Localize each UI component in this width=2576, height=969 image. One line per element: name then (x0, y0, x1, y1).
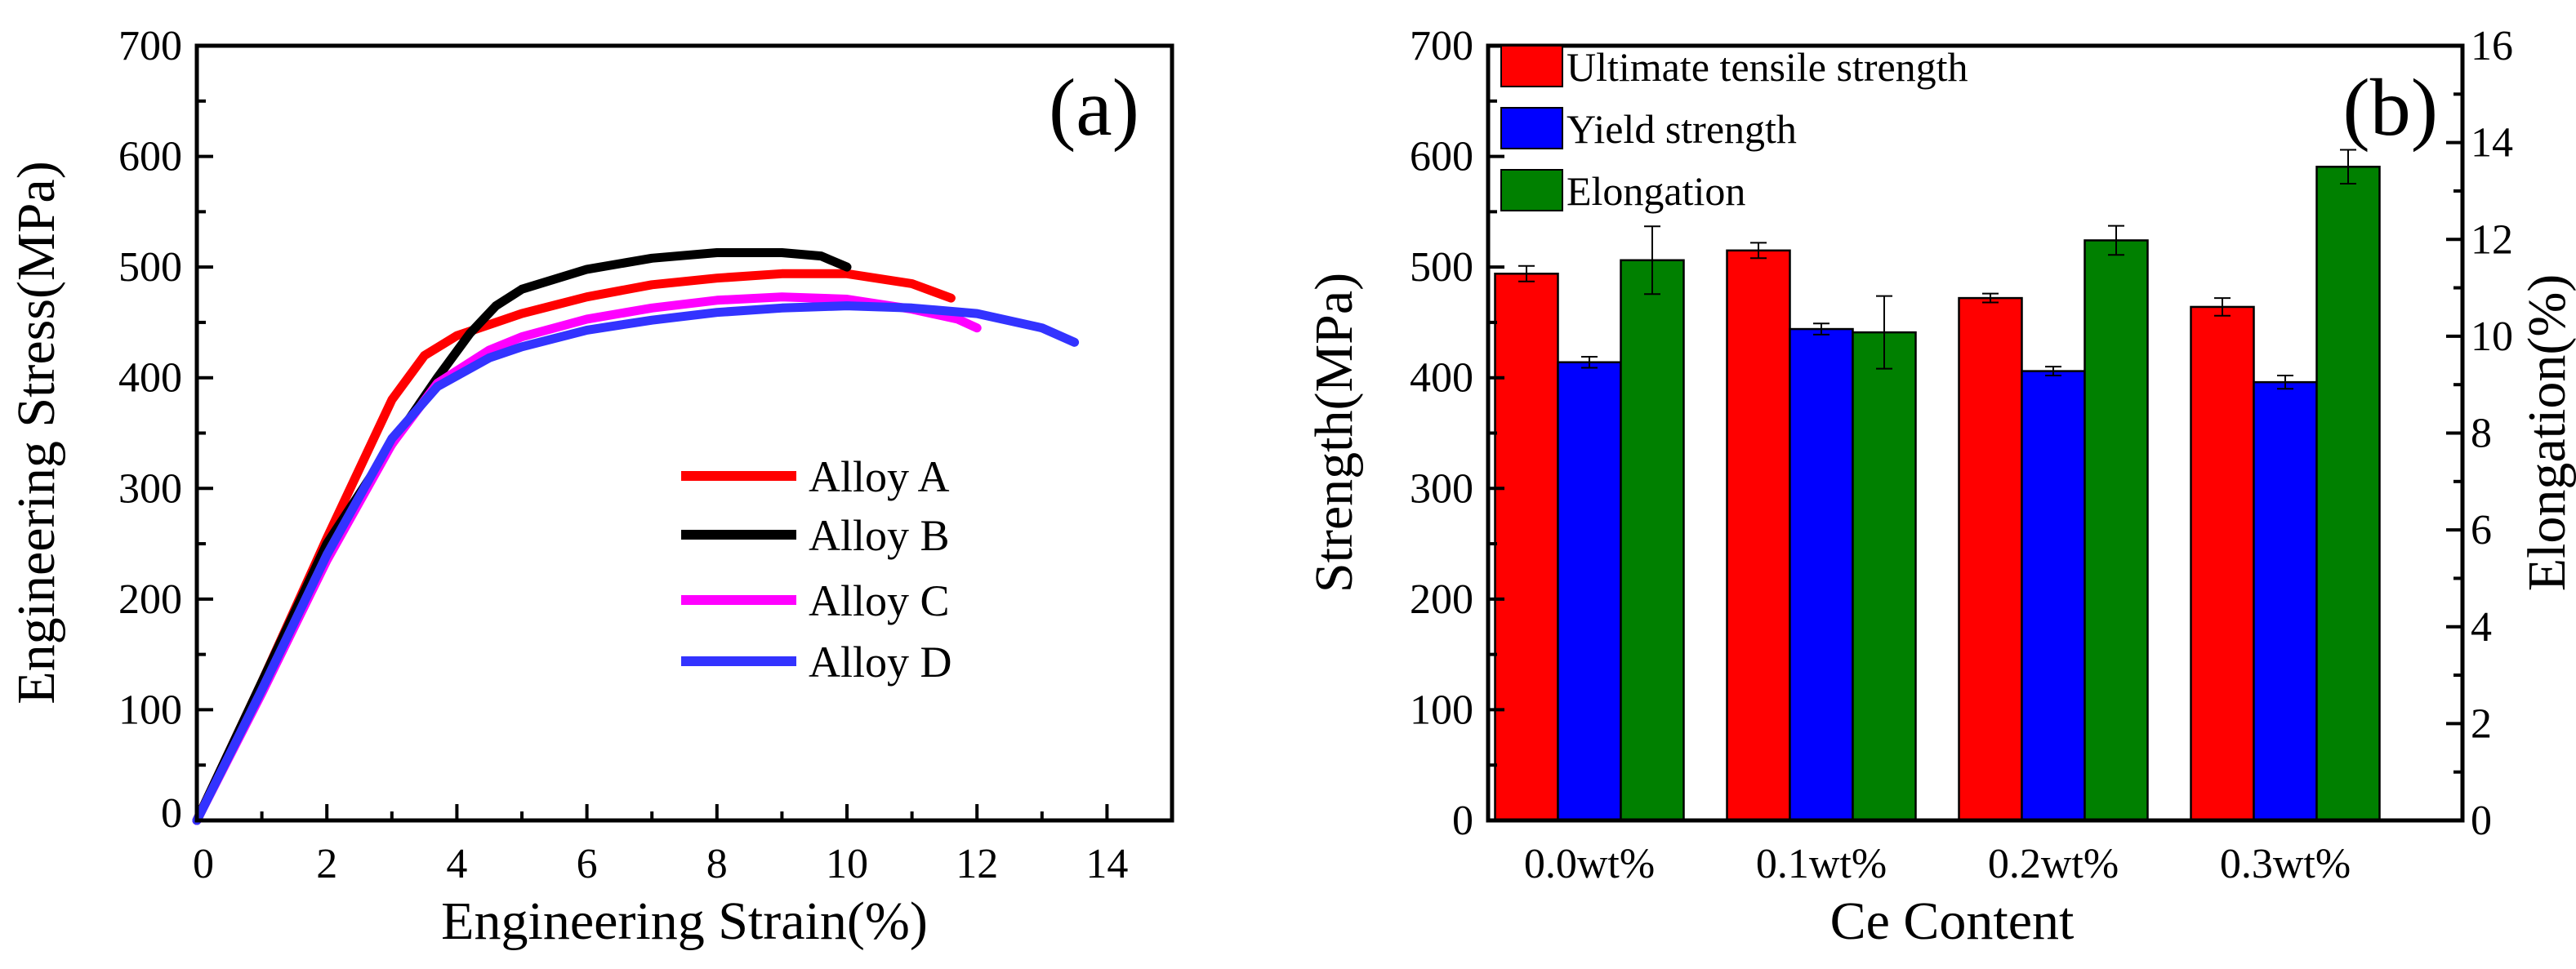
panel-a-stress-strain-chart: (a) Engineering Strain(%) Engineering St… (7, 23, 1174, 951)
x-tick-label: 4 (446, 841, 467, 887)
y2-tick-label: 4 (2471, 604, 2492, 651)
y-tick-label: 400 (118, 355, 182, 402)
panel-b-strength-bar-chart: (b) Ce Content Strength(MPa) Elongation(… (1304, 23, 2576, 951)
y-tick-label: 500 (118, 244, 182, 291)
legend-swatch (1500, 169, 1563, 211)
error-bar (1750, 242, 1767, 260)
bar-yield-strength (1789, 327, 1854, 822)
error-bar (1518, 264, 1535, 282)
error-bar (1644, 225, 1660, 296)
legend-label: Elongation (1567, 168, 1745, 214)
legend-label: Alloy C (809, 576, 950, 625)
panel-a-x-axis-label: Engineering Strain(%) (441, 891, 928, 951)
y2-tick-label: 14 (2471, 120, 2513, 167)
y2-tick-label: 0 (2471, 798, 2492, 844)
error-bar (2045, 366, 2061, 377)
x-tick-label: 8 (706, 841, 728, 887)
panel-b-y-axis-label: Strength(MPa) (1304, 273, 1364, 593)
series-line-alloy-d (192, 301, 1080, 825)
x-tick-label: 6 (577, 841, 598, 887)
y-tick-label: 600 (118, 134, 182, 180)
y-tick-label: 100 (1410, 687, 1473, 733)
legend-swatch (1500, 107, 1563, 149)
error-bar (1876, 295, 1892, 370)
legend-label: Alloy A (809, 452, 950, 501)
panel-b-y2-axis-label: Elongation(%) (2517, 274, 2576, 592)
legend-swatch (1500, 45, 1563, 87)
legend-label: Yield strength (1567, 106, 1797, 152)
x-tick-label: 10 (826, 841, 868, 887)
y-tick-label: 700 (118, 23, 182, 69)
y-tick-label: 0 (1452, 798, 1473, 844)
bar-ultimate-tensile-strength (1726, 249, 1791, 822)
legend-label: Ultimate tensile strength (1567, 44, 1968, 90)
x-tick-label: 14 (1085, 841, 1128, 887)
bar-yield-strength (2021, 370, 2086, 822)
legend-label: Alloy D (809, 638, 952, 687)
panel-b-x-axis-label: Ce Content (1830, 891, 2075, 951)
y2-tick-label: 16 (2471, 23, 2513, 69)
panel-b-label: (b) (2342, 62, 2438, 153)
x-tick-label: 12 (956, 841, 998, 887)
bar-yield-strength (1557, 361, 1622, 822)
error-bar (1581, 355, 1598, 369)
error-bar (2214, 297, 2231, 317)
y-tick-label: 400 (1410, 355, 1473, 402)
bar-elongation (1852, 331, 1917, 822)
bar-ultimate-tensile-strength (1958, 296, 2023, 822)
y-tick-label: 100 (118, 687, 182, 733)
plot-frame (194, 43, 1174, 823)
panel-a-y-axis-label: Engineering Stress(MPa) (7, 161, 66, 704)
y2-tick-label: 2 (2471, 700, 2492, 747)
bar-elongation (2315, 166, 2381, 822)
error-bar (1813, 322, 1829, 336)
y2-tick-label: 12 (2471, 216, 2513, 263)
error-bar (2277, 375, 2293, 390)
y2-tick-label: 6 (2471, 507, 2492, 553)
y-tick-label: 200 (1410, 576, 1473, 623)
x-tick-label: 0 (193, 841, 214, 887)
error-bar (2108, 224, 2124, 256)
error-bar (1982, 292, 1999, 304)
bar-ultimate-tensile-strength (2190, 305, 2255, 822)
y-tick-label: 300 (118, 465, 182, 512)
x-tick-label: 0.2wt% (1988, 841, 2119, 887)
x-tick-label: 0.1wt% (1756, 841, 1887, 887)
bar-yield-strength (2253, 380, 2318, 822)
panel-a-label: (a) (1049, 62, 1139, 153)
x-tick-label: 0.3wt% (2220, 841, 2351, 887)
bar-elongation (1620, 259, 1685, 822)
y-tick-label: 300 (1410, 465, 1473, 512)
y-tick-label: 500 (1410, 244, 1473, 291)
bar-ultimate-tensile-strength (1494, 273, 1559, 822)
error-bar (2340, 149, 2356, 185)
y-tick-label: 700 (1410, 23, 1473, 69)
y2-tick-label: 10 (2471, 313, 2513, 360)
y-tick-label: 200 (118, 576, 182, 623)
x-tick-label: 2 (316, 841, 337, 887)
x-tick-label: 0.0wt% (1524, 841, 1655, 887)
series-line-alloy-a (192, 269, 956, 825)
y-tick-label: 600 (1410, 134, 1473, 180)
y-tick-label: 0 (161, 790, 182, 837)
y2-tick-label: 8 (2471, 411, 2492, 457)
bar-elongation (2084, 239, 2149, 822)
legend-label: Alloy B (809, 511, 950, 560)
